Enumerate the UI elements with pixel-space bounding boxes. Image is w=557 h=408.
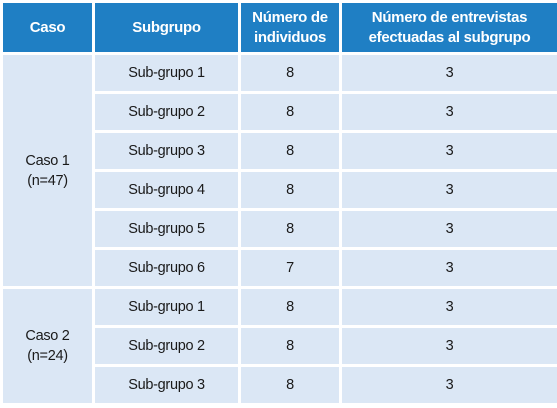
entrevistas-cell: 3 [342, 250, 557, 286]
table-row: Sub-grupo 3 8 3 [3, 133, 557, 169]
caso-cell: Caso 2 (n=24) [3, 289, 92, 403]
caso-count: (n=24) [27, 348, 68, 364]
subgrupo-cell: Sub-grupo 1 [95, 55, 238, 91]
caso-label: Caso 2 [25, 328, 70, 344]
subgrupo-cell: Sub-grupo 3 [95, 367, 238, 403]
header-entrevistas-line1: Número de entrevistas [371, 8, 528, 26]
table-row: Sub-grupo 6 7 3 [3, 250, 557, 286]
subgrupo-cell: Sub-grupo 5 [95, 211, 238, 247]
subgrupo-cell: Sub-grupo 4 [95, 172, 238, 208]
entrevistas-cell: 3 [342, 94, 557, 130]
caso-cell: Caso 1 (n=47) [3, 55, 92, 286]
subgrupo-cell: Sub-grupo 2 [95, 94, 238, 130]
entrevistas-cell: 3 [342, 55, 557, 91]
table-row: Caso 2 (n=24) Sub-grupo 1 8 3 [3, 289, 557, 403]
header-caso: Caso [3, 3, 92, 52]
individuos-cell: 8 [241, 172, 339, 208]
table-header-row: Caso Subgrupo Número de individuos Númer… [3, 3, 557, 52]
entrevistas-cell: 3 [342, 367, 557, 403]
subgrupo-cell: Sub-grupo 1 [95, 289, 238, 325]
caso-count: (n=47) [27, 172, 68, 189]
table-row: Sub-grupo 2 8 3 [3, 328, 557, 364]
header-entrevistas: Número de entrevistas efectuadas al subg… [342, 3, 557, 52]
subgrupo-cell: Sub-grupo 3 [95, 133, 238, 169]
individuos-cell: 8 [241, 55, 339, 91]
header-numero-individuos: Número de individuos [241, 3, 339, 52]
entrevistas-cell: 3 [342, 211, 557, 247]
table-row: Caso 1 (n=47) Sub-grupo 1 8 3 [3, 55, 557, 286]
individuos-cell: 8 [241, 94, 339, 130]
individuos-cell: 7 [241, 250, 339, 286]
table-row: Sub-grupo 3 8 3 [3, 367, 557, 403]
individuos-cell: 8 [241, 289, 339, 325]
entrevistas-cell: 3 [342, 328, 557, 364]
individuos-cell: 8 [241, 328, 339, 364]
entrevistas-cell: 3 [342, 133, 557, 169]
table-row: Sub-grupo 5 8 3 [3, 211, 557, 247]
table-row: Sub-grupo 2 8 3 [3, 94, 557, 130]
individuos-cell: 8 [241, 133, 339, 169]
entrevistas-cell: 3 [342, 289, 557, 325]
header-subgrupo: Subgrupo [95, 3, 238, 52]
entrevistas-cell: 3 [342, 172, 557, 208]
header-numero-individuos-line1: Número de [252, 8, 328, 26]
header-entrevistas-line2: efectuadas al subgrupo [368, 28, 531, 46]
individuos-cell: 8 [241, 367, 339, 403]
caso-label: Caso 1 [25, 152, 70, 169]
individuos-cell: 8 [241, 211, 339, 247]
table-row: Sub-grupo 4 8 3 [3, 172, 557, 208]
subgrupo-cell: Sub-grupo 6 [95, 250, 238, 286]
subgrupo-cell: Sub-grupo 2 [95, 328, 238, 364]
header-numero-individuos-line2: individuos [253, 28, 326, 46]
